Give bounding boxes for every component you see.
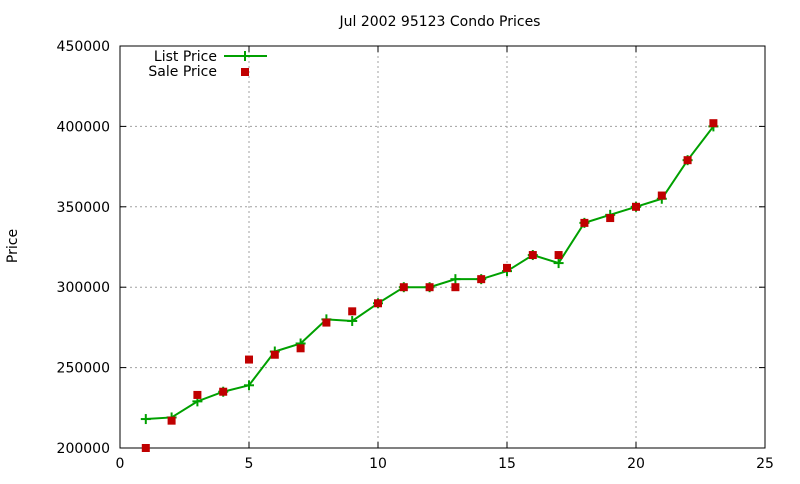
y-axis-label: Price xyxy=(5,229,21,263)
legend-label-list-price: List Price xyxy=(154,49,217,65)
sale-price-point xyxy=(580,218,589,227)
x-tick-label: 15 xyxy=(498,456,516,472)
y-tick-label: 300000 xyxy=(57,280,110,296)
sale-price-point xyxy=(425,283,434,292)
y-tick-label: 450000 xyxy=(57,39,110,55)
y-tick-label: 250000 xyxy=(57,361,110,377)
sale-price-point xyxy=(451,283,460,292)
sale-price-point xyxy=(219,387,228,396)
series-layer xyxy=(140,119,719,452)
sale-price-point xyxy=(709,119,718,128)
x-tick-label: 10 xyxy=(369,456,387,472)
sale-price-point xyxy=(193,390,202,399)
list-price-point xyxy=(553,258,564,269)
sale-price-point xyxy=(683,156,692,165)
x-tick-label: 0 xyxy=(116,456,125,472)
sale-price-point xyxy=(245,355,253,364)
sale-price-point xyxy=(528,251,537,260)
legend-swatch-sale-price xyxy=(241,68,249,76)
sale-price-point xyxy=(399,283,408,292)
sale-price-point xyxy=(503,263,511,272)
sale-price-point xyxy=(348,307,357,316)
sale-price-point xyxy=(606,214,615,223)
x-tick-label: 20 xyxy=(627,456,645,472)
sale-price-point xyxy=(322,318,331,327)
sale-price-point xyxy=(554,251,563,260)
gridlines xyxy=(120,46,765,448)
x-tick-label: 5 xyxy=(245,456,254,472)
sale-price-point xyxy=(296,344,305,353)
x-tick-label: 25 xyxy=(756,456,774,472)
y-tick-label: 200000 xyxy=(57,441,110,457)
sale-price-point xyxy=(374,299,382,308)
y-tick-label: 350000 xyxy=(57,200,110,216)
y-tick-label: 400000 xyxy=(57,119,110,135)
sale-price-point xyxy=(632,202,640,211)
list-price-point xyxy=(450,274,461,285)
axis-ticks: 0 5 10 15 20 25 200000 250000 300000 350000 400000… xyxy=(57,39,774,472)
list-price-point xyxy=(347,315,358,326)
list-price-point xyxy=(244,380,254,391)
sale-price-point xyxy=(657,191,666,200)
sale-price-point xyxy=(141,444,150,452)
plot-frame xyxy=(119,45,766,449)
chart-title: Jul 2002 95123 Condo Prices xyxy=(339,14,541,30)
sale-price-point xyxy=(477,275,486,284)
sale-price-point xyxy=(270,350,279,359)
list-price-line xyxy=(145,125,715,421)
legend-label-sale-price: Sale Price xyxy=(148,64,217,80)
list-price-point xyxy=(140,414,151,425)
sale-price-point xyxy=(167,416,176,425)
